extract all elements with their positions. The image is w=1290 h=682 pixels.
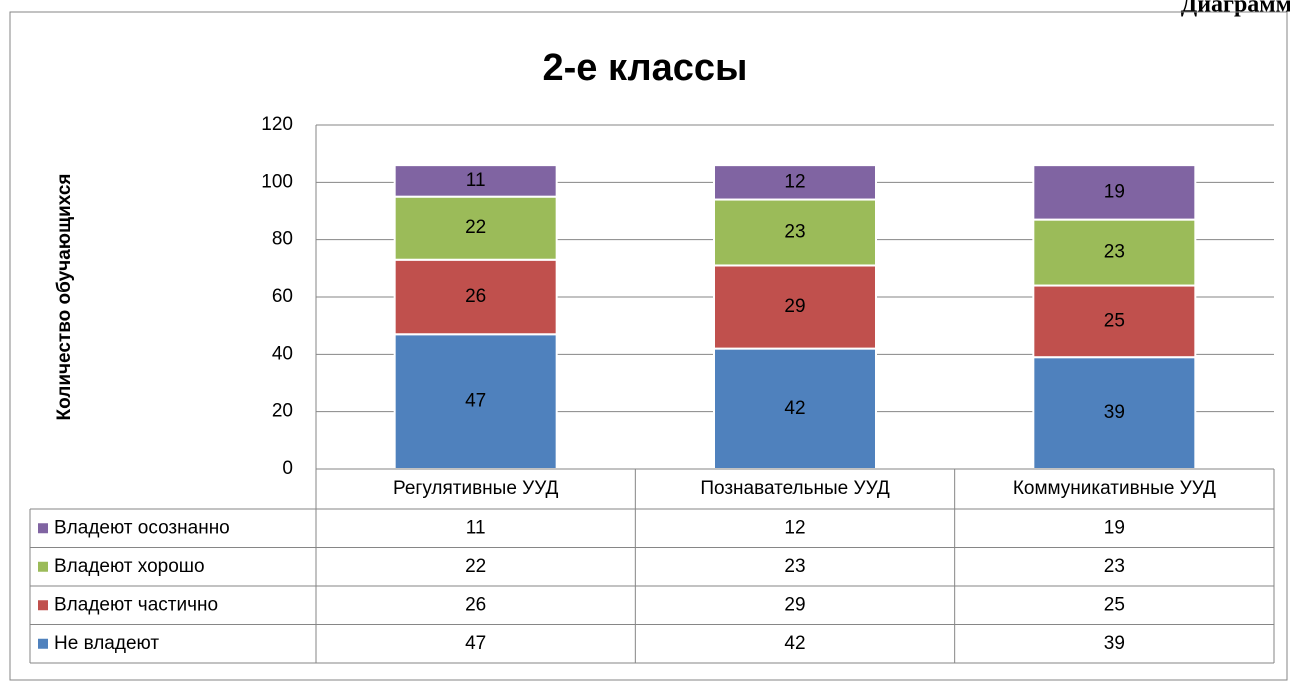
legend-swatch xyxy=(38,600,48,611)
bar-segment xyxy=(393,164,558,198)
chart-border xyxy=(9,11,1288,681)
table-value: 19 xyxy=(1104,517,1125,538)
y-tick-label: 0 xyxy=(282,458,293,479)
bar-segment xyxy=(1032,218,1197,287)
x-tick-label: Регулятивные УУД xyxy=(393,478,558,499)
data-label: 47 xyxy=(465,391,486,412)
y-tick-label: 20 xyxy=(272,401,293,422)
bar-segment xyxy=(713,198,877,267)
data-label: 11 xyxy=(466,170,486,191)
table-value: 23 xyxy=(1104,556,1125,577)
data-label: 42 xyxy=(784,398,805,419)
bar-segment xyxy=(713,347,877,471)
table-value: 22 xyxy=(465,556,486,577)
chart-title: 2-е классы xyxy=(543,47,748,89)
bar-segment xyxy=(713,264,877,350)
y-axis-label: Количество обучающихся xyxy=(54,174,75,421)
table-value: 23 xyxy=(784,556,805,577)
legend-swatch xyxy=(38,561,48,572)
table-value: 47 xyxy=(465,633,486,654)
legend-swatch xyxy=(38,523,48,534)
legend-label: Владеют осознанно xyxy=(54,517,230,538)
data-label: 23 xyxy=(784,222,805,243)
table-value: 39 xyxy=(1104,633,1125,654)
table-value: 29 xyxy=(784,594,805,615)
y-tick-label: 40 xyxy=(272,343,293,364)
data-label: 25 xyxy=(1104,310,1125,331)
table-value: 12 xyxy=(784,517,805,538)
bar-segment xyxy=(713,164,877,201)
x-tick-label: Коммуникативные УУД xyxy=(1013,478,1216,499)
data-label: 22 xyxy=(465,217,486,238)
data-label: 12 xyxy=(784,171,805,192)
table-value: 26 xyxy=(465,594,486,615)
legend-label: Владеют частично xyxy=(54,594,218,615)
y-tick-label: 60 xyxy=(272,286,293,307)
y-tick-label: 120 xyxy=(261,114,293,135)
data-label: 29 xyxy=(784,296,805,317)
legend-label: Не владеют xyxy=(54,633,159,654)
bar-segment xyxy=(1032,284,1197,359)
table-value: 25 xyxy=(1104,594,1125,615)
bar-segment xyxy=(1032,164,1197,221)
y-tick-label: 80 xyxy=(272,229,293,250)
data-label: 23 xyxy=(1104,242,1125,263)
legend-label: Владеют хорошо xyxy=(54,556,205,577)
data-label: 19 xyxy=(1104,181,1125,202)
table-value: 42 xyxy=(784,633,805,654)
data-label: 26 xyxy=(465,286,486,307)
table-value: 11 xyxy=(466,517,486,538)
y-tick-label: 100 xyxy=(261,171,293,192)
x-tick-label: Познавательные УУД xyxy=(700,478,890,499)
bar-segment xyxy=(393,195,558,261)
legend-swatch xyxy=(38,638,48,649)
data-label: 39 xyxy=(1104,402,1125,423)
header-text: Диаграмм xyxy=(1181,0,1290,18)
